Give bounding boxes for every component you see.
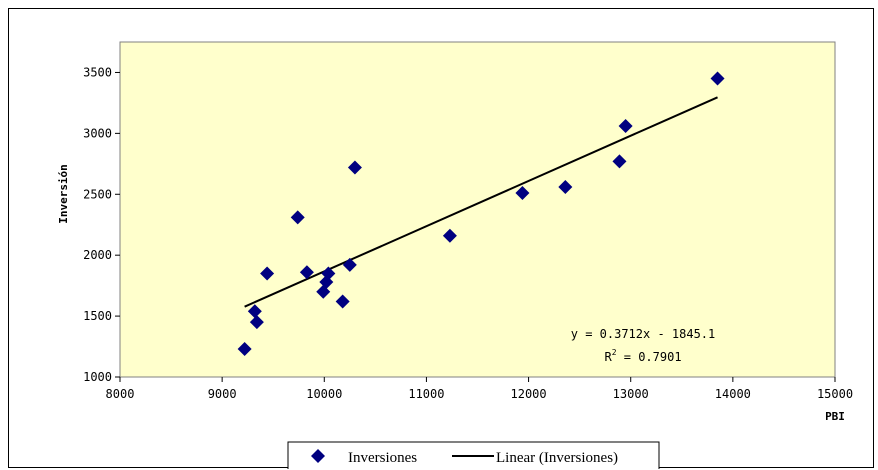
x-tick-label: 11000 <box>408 387 444 401</box>
r-squared-value: = 0.7901 <box>617 350 682 364</box>
y-tick-label: 3000 <box>83 126 112 140</box>
legend-label-linear: Linear (Inversiones) <box>496 450 618 466</box>
data-point <box>335 294 350 309</box>
legend-label-inversiones: Inversiones <box>348 450 417 466</box>
data-point <box>299 265 314 280</box>
r-squared-prefix: R <box>604 350 612 364</box>
scatter-chart: 1000 1500 2000 2500 3000 3500 8000 9000 10000 11… <box>57 41 853 469</box>
x-tick-label: 10000 <box>306 387 342 401</box>
data-point <box>558 179 573 194</box>
y-tick-label: 1000 <box>83 370 112 384</box>
y-axis-ticks: 1000 1500 2000 2500 3000 3500 <box>83 65 120 384</box>
data-point <box>710 71 725 86</box>
data-point <box>237 341 252 356</box>
data-point <box>618 119 633 134</box>
trendline-equation: y = 0.3712x - 1845.1 <box>571 327 716 341</box>
data-points <box>237 71 725 356</box>
r-squared-exponent: 2 <box>612 348 617 357</box>
x-tick-label: 8000 <box>106 387 135 401</box>
x-tick-label: 9000 <box>208 387 237 401</box>
data-point <box>260 266 275 281</box>
data-point <box>442 228 457 243</box>
trendline-r-squared: R2 = 0.7901 <box>604 348 681 364</box>
x-tick-label: 13000 <box>613 387 649 401</box>
data-point <box>290 210 305 225</box>
y-tick-label: 3500 <box>83 65 112 79</box>
y-axis-title: Inversión <box>57 164 70 224</box>
x-tick-label: 15000 <box>817 387 853 401</box>
legend: Inversiones Linear (Inversiones) <box>287 441 660 469</box>
data-point <box>247 304 262 319</box>
y-tick-label: 2500 <box>83 187 112 201</box>
data-point <box>342 257 357 272</box>
data-point <box>347 160 362 175</box>
x-axis-title: PBI <box>825 410 845 423</box>
legend-marker-inversiones <box>311 449 325 463</box>
data-point <box>321 266 336 281</box>
x-tick-label: 14000 <box>715 387 751 401</box>
data-point <box>249 315 264 330</box>
plot-area <box>119 41 836 378</box>
data-point <box>515 186 530 201</box>
chart-area: 1000 1500 2000 2500 3000 3500 8000 9000 10000 11… <box>8 8 874 469</box>
y-tick-label: 2000 <box>83 248 112 262</box>
data-point <box>612 154 627 169</box>
x-axis-ticks: 8000 9000 10000 11000 12000 13000 14000 15000 <box>106 377 853 401</box>
y-tick-label: 1500 <box>83 309 112 323</box>
x-tick-label: 12000 <box>511 387 547 401</box>
